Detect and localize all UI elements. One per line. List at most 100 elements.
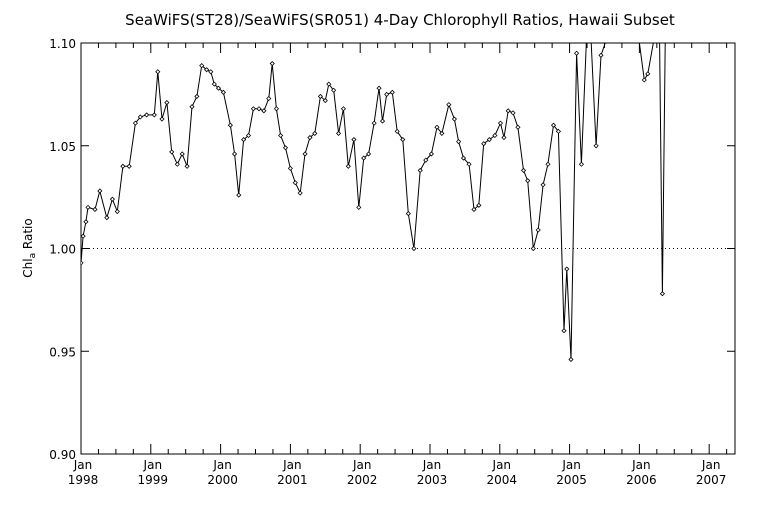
data-point (345, 163, 351, 169)
data-point (204, 67, 210, 73)
data-point (545, 161, 551, 167)
data-point (376, 85, 382, 91)
x-tick-month-label: Jan (701, 458, 721, 472)
data-point (189, 104, 195, 110)
data-point (250, 106, 256, 112)
x-tick-month-label: Jan (73, 458, 93, 472)
data-point (439, 130, 445, 136)
data-point (451, 116, 457, 122)
y-axis-label-subscript: a (28, 253, 38, 259)
data-point (81, 260, 84, 266)
data-point (379, 118, 386, 124)
data-point (356, 204, 362, 210)
data-point (428, 151, 434, 157)
data-point (287, 165, 293, 171)
data-point (530, 245, 536, 252)
x-tick-month-label: Jan (492, 458, 512, 472)
data-point (510, 110, 516, 116)
data-point (164, 100, 170, 106)
data-point (564, 266, 570, 272)
data-point (266, 95, 272, 102)
data-point (384, 91, 390, 97)
data-point (179, 151, 185, 157)
x-tick-month-label: Jan (422, 458, 442, 472)
data-point (578, 161, 585, 167)
data-point (417, 167, 423, 173)
x-tick-month-label: Jan (561, 458, 581, 472)
data-point (231, 151, 238, 157)
data-point (155, 69, 161, 75)
data-point (456, 139, 462, 145)
data-point (184, 163, 190, 169)
data-point (335, 130, 342, 136)
data-point (340, 106, 347, 112)
data-point (659, 291, 665, 297)
plot-frame (80, 42, 736, 455)
data-point (471, 206, 477, 213)
data-point (520, 167, 527, 173)
data-point (174, 161, 180, 167)
data-point (515, 124, 521, 130)
data-point (555, 128, 561, 134)
data-point (434, 124, 440, 130)
data-point (194, 93, 200, 99)
data-point (326, 81, 332, 87)
x-tick-year-label: 2003 (417, 473, 448, 487)
data-point (236, 192, 242, 198)
y-axis-label-main: Chl (21, 258, 35, 277)
data-point (400, 137, 406, 143)
data-point (199, 63, 205, 69)
data-point (573, 50, 580, 56)
data-point (92, 206, 98, 213)
data-point (282, 145, 289, 151)
data-point (322, 97, 328, 104)
y-tick-label: 1.00 (49, 243, 76, 257)
x-tick-year-label: 2004 (487, 473, 518, 487)
data-point (317, 93, 323, 99)
data-point (476, 202, 482, 208)
data-point (641, 77, 647, 83)
data-point (245, 132, 252, 139)
data-point (144, 112, 150, 118)
x-tick-month-label: Jan (282, 458, 302, 472)
y-axis-label: Chla Ratio (21, 218, 38, 277)
data-point (460, 155, 467, 161)
x-tick-year-label: 2005 (556, 473, 587, 487)
x-tick-year-label: 1998 (68, 473, 99, 487)
data-point (227, 122, 233, 128)
plot-border (80, 42, 736, 455)
data-point (208, 69, 214, 75)
data-point (261, 108, 267, 114)
data-point (423, 157, 429, 163)
data-point (256, 106, 262, 112)
data-point (273, 106, 279, 112)
data-point (220, 89, 226, 95)
x-tick-month-label: Jan (143, 458, 163, 472)
data-point (351, 137, 357, 143)
data-point (405, 210, 411, 217)
data-point (501, 134, 507, 141)
data-point (645, 71, 651, 77)
x-tick-month-label: Jan (212, 458, 232, 472)
data-point (215, 85, 222, 91)
data-point (535, 227, 541, 233)
data-point (486, 137, 492, 143)
data-point (132, 120, 139, 126)
data-point (312, 130, 318, 136)
data-point (278, 132, 284, 139)
data-point (169, 149, 175, 155)
data-point (550, 122, 557, 128)
data-point (85, 204, 91, 210)
data-point (389, 89, 395, 95)
data-point (81, 233, 86, 239)
data-point (497, 120, 504, 126)
data-point (561, 328, 567, 334)
data-point (211, 81, 217, 87)
x-tick-year-label: 2007 (696, 473, 727, 487)
chart-title: SeaWiFS(ST28)/SeaWiFS(SR051) 4-Day Chlor… (125, 11, 675, 29)
data-point (481, 141, 487, 147)
x-tick-year-label: 1999 (138, 473, 169, 487)
data-point (446, 102, 452, 108)
y-axis-label-rest: Ratio (21, 218, 35, 253)
data-point (331, 87, 337, 93)
